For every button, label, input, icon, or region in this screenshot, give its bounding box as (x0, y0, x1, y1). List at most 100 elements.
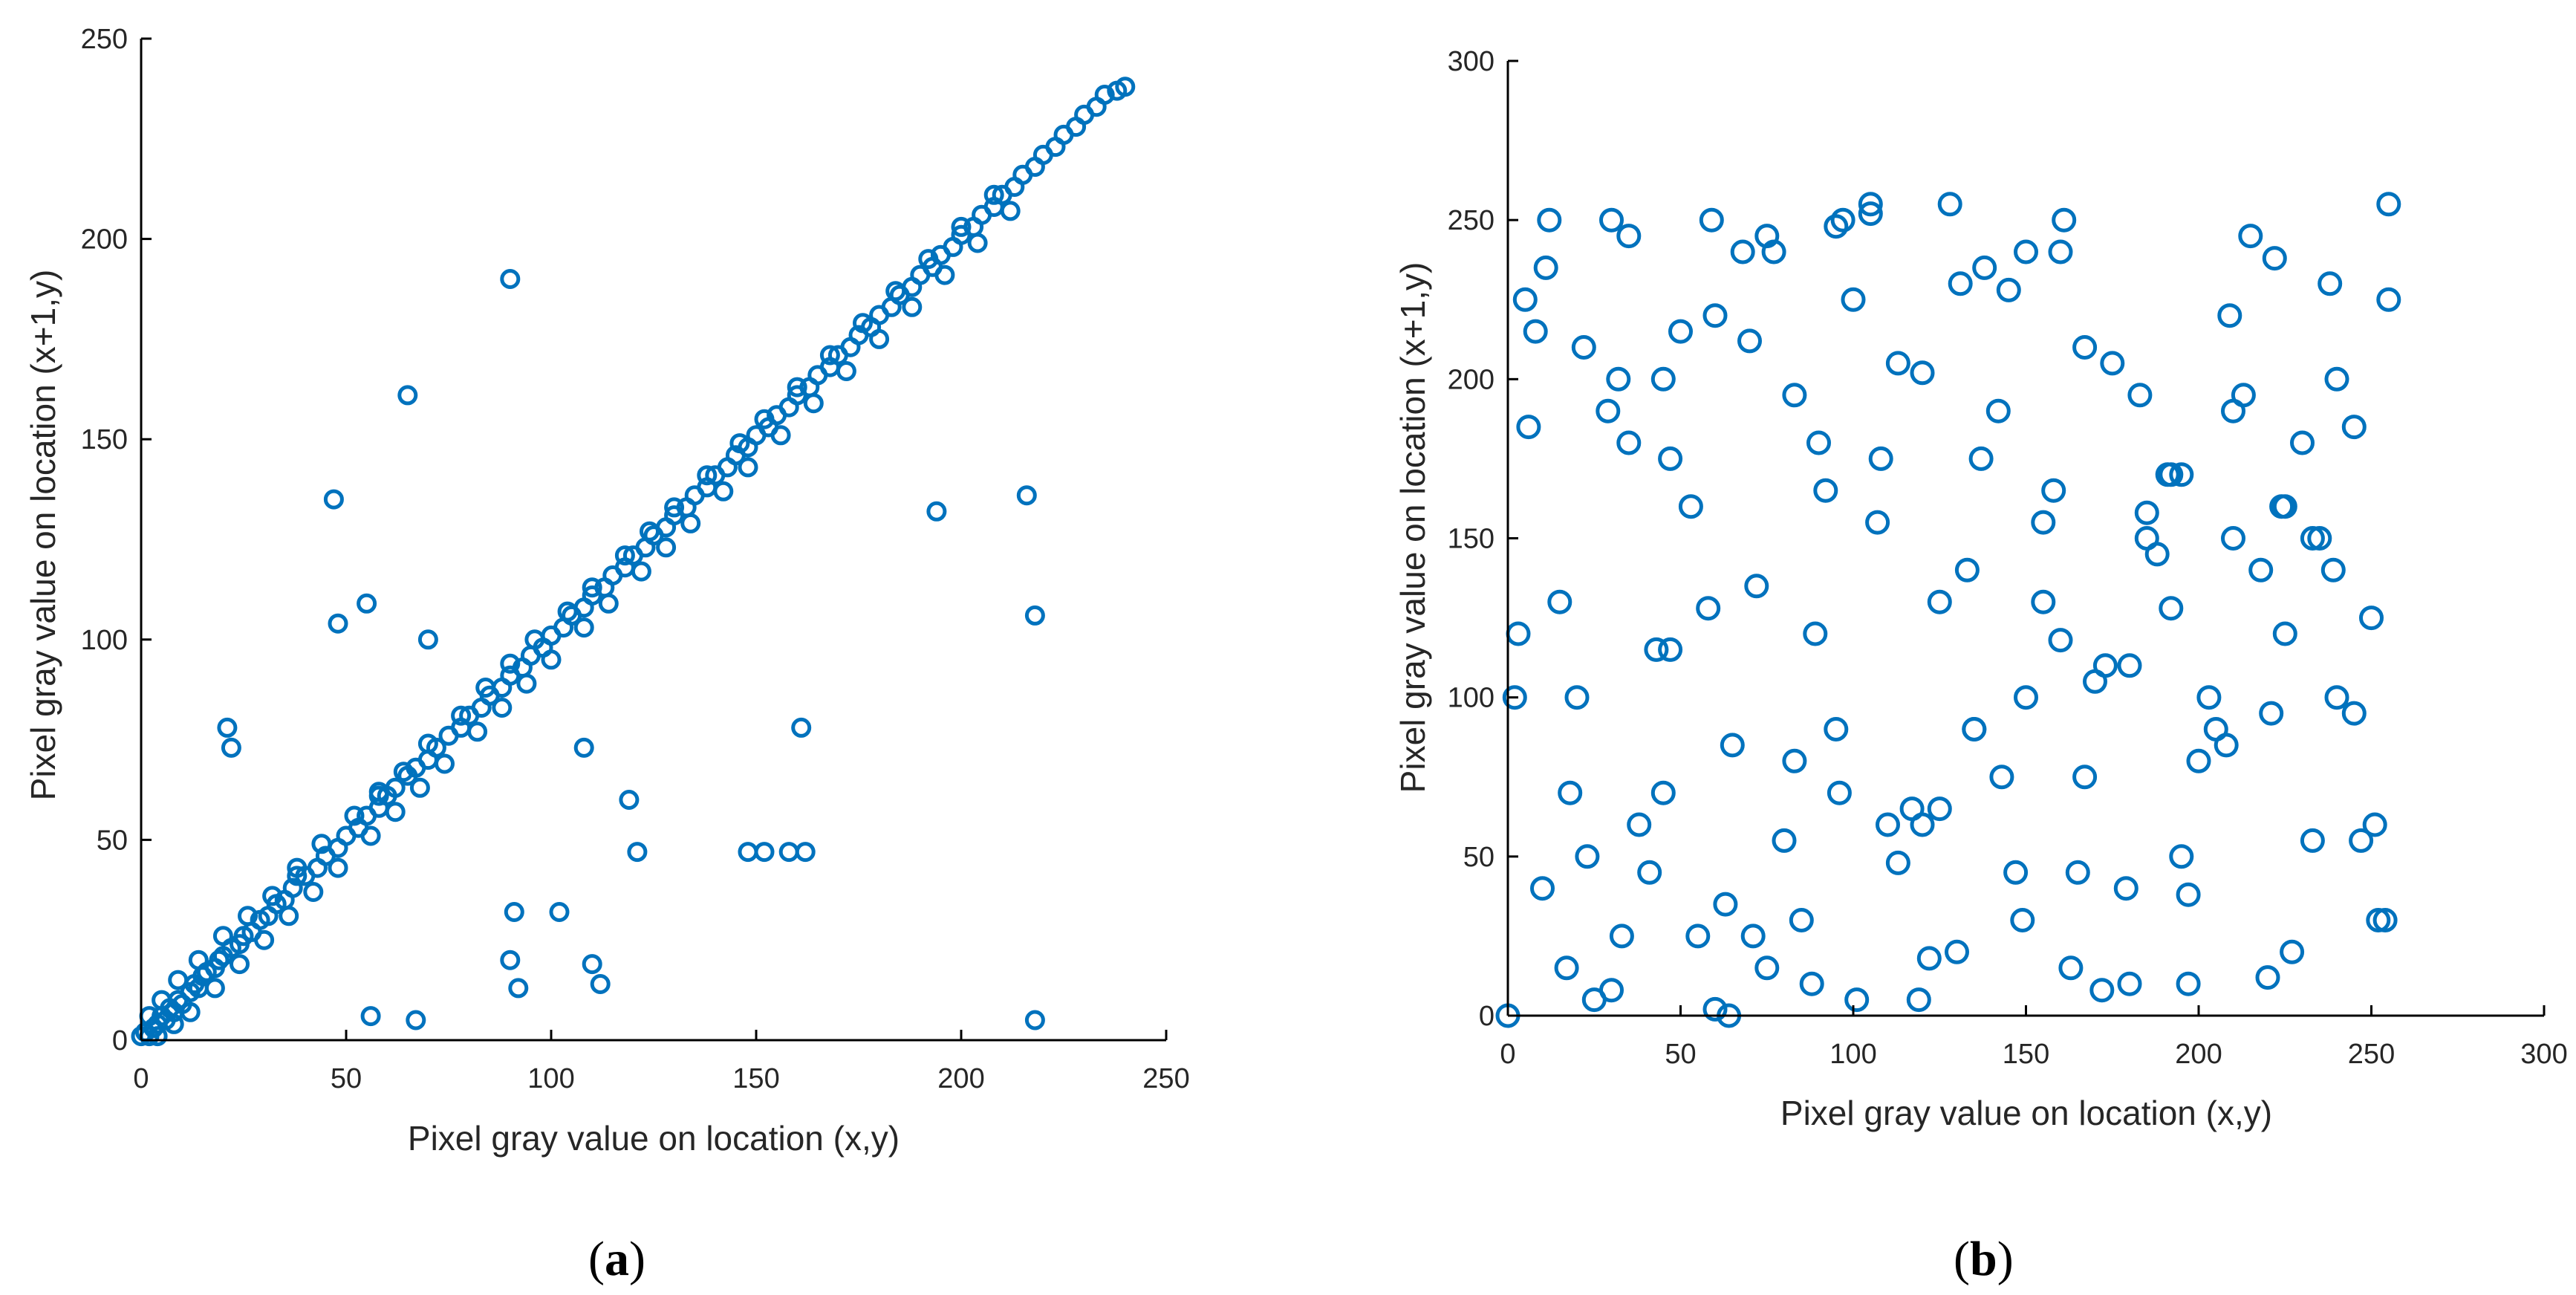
panel-b-data-point (1927, 589, 1952, 614)
panel-b-data-point (1789, 908, 1814, 932)
panel-b-data-point (1985, 398, 2011, 423)
panel-a-data-point (795, 842, 816, 863)
panel-b-caption-close: ) (1997, 1232, 2014, 1286)
panel-a-data-point (500, 269, 521, 289)
panel-b-x-axis-label: Pixel gray value on location (x,y) (1780, 1094, 2272, 1132)
panel-b-data-point (1516, 415, 1541, 440)
panel-a-data-point (209, 950, 230, 970)
panel-b-data-point (1910, 360, 1935, 386)
panel-b-data-point (1827, 780, 1852, 805)
panel-b-data-point (1699, 207, 1724, 233)
panel-b-y-tick-label: 0 (1479, 1001, 1494, 1032)
panel-a-x-tick-label: 50 (331, 1063, 362, 1094)
panel-a-data-point (1115, 77, 1136, 97)
panel-a-data-point (204, 978, 225, 999)
panel-b-data-point (2014, 685, 2038, 710)
panel-b-data-point (2376, 192, 2401, 217)
panel-b-data-point (1740, 924, 1766, 949)
panel-b-data-point (1876, 812, 1900, 837)
panel-b-data-point (2324, 366, 2349, 392)
panel-a-data-point (1094, 85, 1115, 105)
panel-a-data-point (168, 970, 189, 990)
panel-a-data-point (254, 929, 275, 950)
panel-a-y-tick-label: 100 (81, 625, 128, 656)
panel-b-data-point (1512, 287, 1538, 312)
panel-b-data-point (1606, 366, 1631, 392)
panel-b-data-point (1954, 557, 1980, 582)
panel-b-data-point (2003, 860, 2029, 885)
panel-a-data-point (475, 678, 496, 698)
panel-b-data-point (1858, 192, 1883, 217)
panel-a-data-point (238, 906, 258, 926)
panel-a-data-point (147, 1026, 168, 1047)
panel-b-data-point (2300, 828, 2325, 853)
panel-b-data-point (2155, 462, 2180, 487)
panel-b-data-point (1571, 335, 1596, 360)
panel-b-data-point (1962, 717, 1987, 741)
panel-a-x-tick-label: 150 (732, 1063, 779, 1094)
panel-b-data-point (2269, 494, 2294, 519)
panel-a-data-point (614, 545, 635, 566)
panel-a-data-point (754, 842, 775, 863)
panel-b-data-point (1737, 328, 1762, 354)
panel-b-data-point (1650, 780, 1676, 805)
panel-a-data-point (328, 857, 348, 878)
panel-a-y-tick-label: 0 (112, 1025, 128, 1057)
panel-a-data-point (819, 345, 840, 366)
panel-b-data-point (1599, 978, 1624, 1003)
panel-b-data-point (1523, 319, 1548, 344)
panel-a-data-point (406, 1010, 426, 1031)
panel-b-data-point (1813, 478, 1838, 503)
panel-b-points (1495, 192, 2401, 1028)
panel-a-caption-close: ) (629, 1232, 645, 1286)
panel-a-data-point (656, 537, 677, 558)
panel-a-data-point (778, 842, 799, 863)
panel-a-data-point (853, 313, 873, 334)
panel-b-data-point (1972, 255, 1997, 280)
panel-b-data-point (1564, 685, 1590, 710)
panel-b-data-point (2259, 701, 2284, 726)
panel-a-data-point (541, 649, 562, 670)
panel-b-data-point (1841, 287, 1866, 312)
panel-a-data-point (754, 409, 775, 429)
panel-b-x-tick-label: 0 (1500, 1039, 1515, 1070)
panel-a-data-point (451, 705, 472, 726)
panel-a-caption: (a) (588, 1232, 645, 1286)
panel-a-data-point (549, 902, 570, 922)
panel-b-data-point (2065, 860, 2090, 885)
panel-a-data-point (983, 184, 1004, 205)
panel-a-data-point (217, 717, 238, 738)
panel-a-data-point (328, 613, 348, 634)
panel-a-data-point (582, 577, 602, 598)
panel-b-data-point (2221, 398, 2245, 423)
panel-a-data-point (573, 617, 594, 638)
panel-b-data-point (2041, 478, 2066, 503)
panel-b-data-point (1824, 214, 1849, 239)
panel-b-data-point (2169, 844, 2194, 869)
panel-a-data-point (311, 834, 332, 854)
panel-b-data-point (2366, 908, 2391, 932)
panel-b-data-point (2186, 748, 2211, 773)
panel-a-data-point (902, 296, 923, 317)
panel-b-data-point (2318, 271, 2343, 296)
panel-b-data-point (1799, 971, 1824, 996)
panel-b-data-point (2014, 239, 2038, 264)
panel-a-y-tick-label: 50 (97, 825, 128, 856)
panel-b-data-point (1506, 621, 1531, 646)
panel-b-data-point (2058, 955, 2084, 981)
panel-b-data-point (2341, 701, 2367, 726)
panel-b-data-point (2349, 828, 2374, 853)
panel-a-data-point (1000, 201, 1021, 221)
panel-a-x-axis-label: Pixel gray value on location (x,y) (408, 1119, 900, 1158)
panel-a-data-point (967, 233, 988, 253)
panel-a-data-point (918, 249, 939, 270)
panel-b-data-point (1824, 717, 1849, 741)
panel-a-x-tick-label: 200 (937, 1063, 984, 1094)
panel-b-data-point (1599, 207, 1624, 233)
panel-b-x-tick-label: 250 (2348, 1039, 2395, 1070)
panel-b-data-point (1685, 924, 1711, 949)
panel-b-data-point (1668, 319, 1693, 344)
panel-b-data-point (2217, 303, 2242, 328)
